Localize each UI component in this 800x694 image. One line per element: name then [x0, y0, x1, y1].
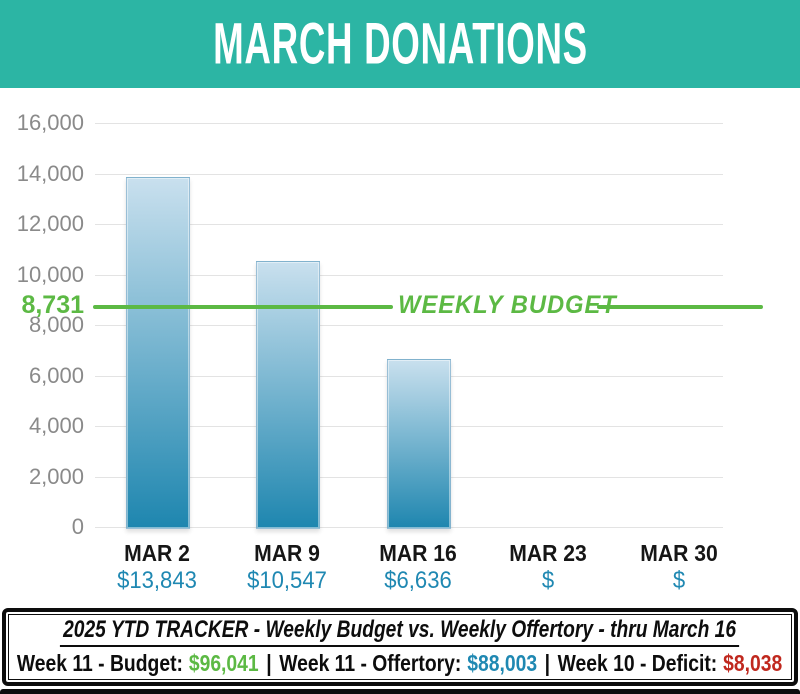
y-tick-label: 6,000 [28, 362, 84, 388]
stat-label: Week 10 - Deficit: [558, 649, 718, 676]
gridline-8000 [95, 325, 723, 326]
y-tick-label: 14,000 [16, 160, 84, 186]
tracker-title-row: 2025 YTD TRACKER - Weekly Budget vs. Wee… [0, 614, 800, 648]
x-label-mar-30: MAR 30 [639, 540, 718, 566]
budget-line-left-segment [93, 304, 393, 309]
value-label-mar-9: $10,547 [247, 567, 328, 594]
stat-value: $88,003 [467, 649, 538, 676]
y-tick-label: 12,000 [16, 211, 84, 236]
x-label-mar-2: MAR 2 [124, 540, 190, 566]
bar-mar-2 [126, 177, 190, 529]
stat-value: $96,041 [189, 649, 260, 676]
gridline-14000 [95, 173, 723, 175]
y-tick-label: 10,000 [16, 261, 84, 287]
gridline-10000 [95, 274, 723, 276]
x-label-mar-23: MAR 23 [509, 540, 587, 566]
bar-mar-16 [386, 359, 451, 529]
weekly-budget-label: WEEKLY BUDGET [398, 290, 617, 319]
value-label-mar-16: $6,636 [384, 567, 452, 594]
y-tick-label: 16,000 [16, 110, 84, 135]
stat-label: Week 11 - Offertory: [279, 649, 462, 676]
value-label-mar-2: $13,843 [117, 567, 197, 594]
x-label-mar-16: MAR 16 [378, 540, 457, 566]
donations-bar-chart: 0 2,000 4,000 6,000 8,000 10,000 12,000 14,000 1… [16, 110, 763, 594]
y-tick-label: 2,000 [28, 463, 84, 489]
tracker-title: 2025 YTD TRACKER - Weekly Budget vs. Wee… [60, 616, 740, 647]
stat-label: Week 11 - Budget: [17, 649, 184, 676]
value-label-mar-30: $ [672, 567, 685, 594]
budget-line-right-segment [597, 304, 763, 309]
y-tick-label: 8,000 [28, 312, 84, 337]
x-label-mar-9: MAR 9 [254, 540, 321, 566]
stat-value: $8,038 [723, 649, 783, 676]
y-tick-label: 4,000 [28, 413, 84, 438]
bar-mar-9 [256, 260, 321, 529]
title-banner: MARCH DONATIONS [0, 0, 800, 88]
ytd-tracker-box: 2025 YTD TRACKER - Weekly Budget vs. Wee… [2, 608, 798, 686]
next-box-top-edge [0, 689, 800, 694]
budget-axis-value: 8,731 [21, 290, 84, 319]
tracker-stats-row: Week 11 - Budget: $96,041 | Week 11 - Offer… [17, 648, 782, 678]
stat-separator: | [545, 649, 551, 676]
y-tick-label: 0 [71, 514, 84, 539]
gridline-12000 [95, 224, 723, 225]
page-title: MARCH DONATIONS [212, 11, 588, 77]
value-label-mar-23: $ [542, 567, 555, 594]
gridline-16000 [95, 123, 723, 124]
stat-separator: | [266, 649, 273, 676]
